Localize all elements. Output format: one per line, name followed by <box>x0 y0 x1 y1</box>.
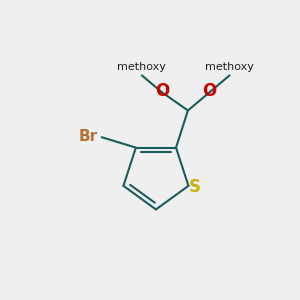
Text: S: S <box>188 178 200 196</box>
Text: methoxy: methoxy <box>117 62 166 72</box>
Text: methoxy: methoxy <box>205 62 254 72</box>
Text: O: O <box>202 82 216 100</box>
Text: Br: Br <box>79 129 98 144</box>
Text: O: O <box>155 82 169 100</box>
